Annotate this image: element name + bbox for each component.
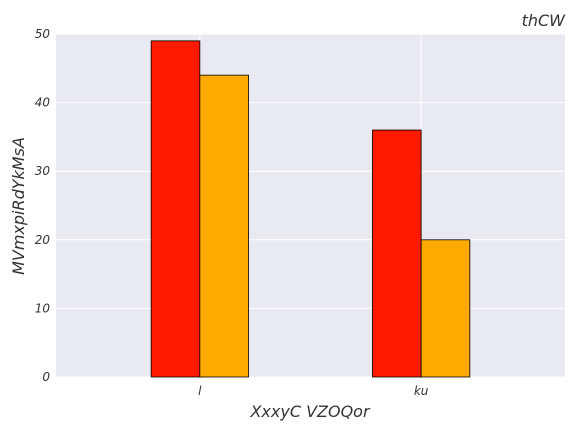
plot-background <box>56 34 565 377</box>
y-tick-label: 30 <box>35 164 51 178</box>
bar <box>420 239 471 378</box>
x-tick-labels: l ku <box>198 384 429 398</box>
bar <box>150 40 201 378</box>
y-tick-labels: 0 10 20 30 40 50 <box>35 27 51 384</box>
y-tick-label: 50 <box>35 27 51 41</box>
x-tick-label: l <box>198 384 202 398</box>
y-tick-label: 20 <box>35 233 51 247</box>
bars <box>150 40 471 378</box>
bar <box>372 129 422 378</box>
y-tick-label: 10 <box>35 301 51 315</box>
bar <box>199 74 249 378</box>
x-axis-label: XxxyC VZOQor <box>249 402 371 421</box>
y-tick-label: 0 <box>42 370 50 384</box>
x-tick-label: ku <box>414 384 429 398</box>
y-axis-label: MVmxpiRdYkMsA <box>9 137 28 275</box>
chart-title: thCW <box>522 11 567 30</box>
y-tick-label: 40 <box>35 96 51 110</box>
